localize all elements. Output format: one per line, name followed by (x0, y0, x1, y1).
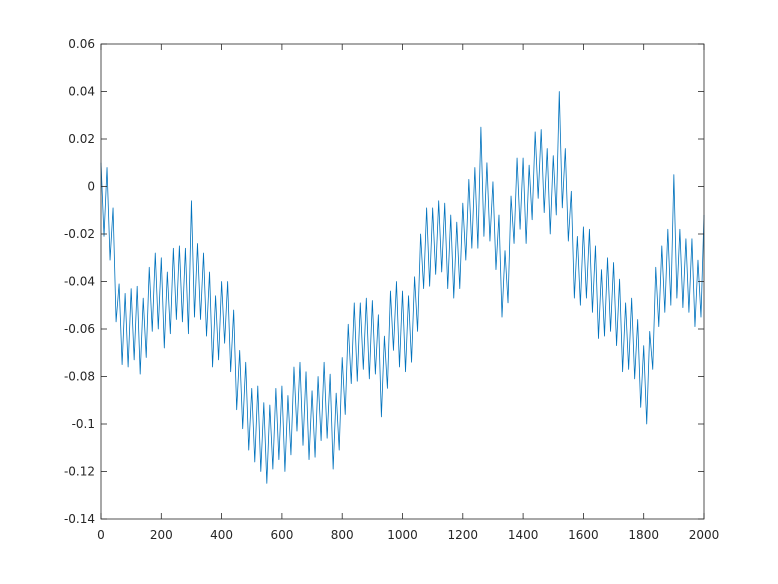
y-tick-label: 0.02 (68, 132, 95, 146)
x-tick-label: 0 (97, 528, 105, 542)
x-tick-label: 1000 (387, 528, 418, 542)
y-tick-label: 0 (87, 180, 95, 194)
y-tick-label: 0.06 (68, 37, 95, 51)
x-tick-label: 1600 (568, 528, 599, 542)
x-tick-label: 1400 (508, 528, 539, 542)
y-tick-label: -0.04 (64, 275, 95, 289)
x-tick-label: 2000 (689, 528, 720, 542)
y-tick-label: -0.14 (64, 512, 95, 526)
x-tick-label: 400 (210, 528, 233, 542)
x-tick-label: 200 (150, 528, 173, 542)
y-tick-label: -0.06 (64, 322, 95, 336)
x-tick-label: 800 (331, 528, 354, 542)
y-tick-label: -0.1 (72, 417, 95, 431)
y-tick-label: -0.02 (64, 227, 95, 241)
data-line (100, 91, 705, 484)
y-tick-label: 0.04 (68, 85, 95, 99)
x-tick-label: 1200 (448, 528, 479, 542)
y-tick-label: -0.12 (64, 465, 95, 479)
plot-area (101, 44, 704, 519)
y-tick-label: -0.08 (64, 370, 95, 384)
x-tick-label: 600 (270, 528, 293, 542)
x-tick-label: 1800 (628, 528, 659, 542)
